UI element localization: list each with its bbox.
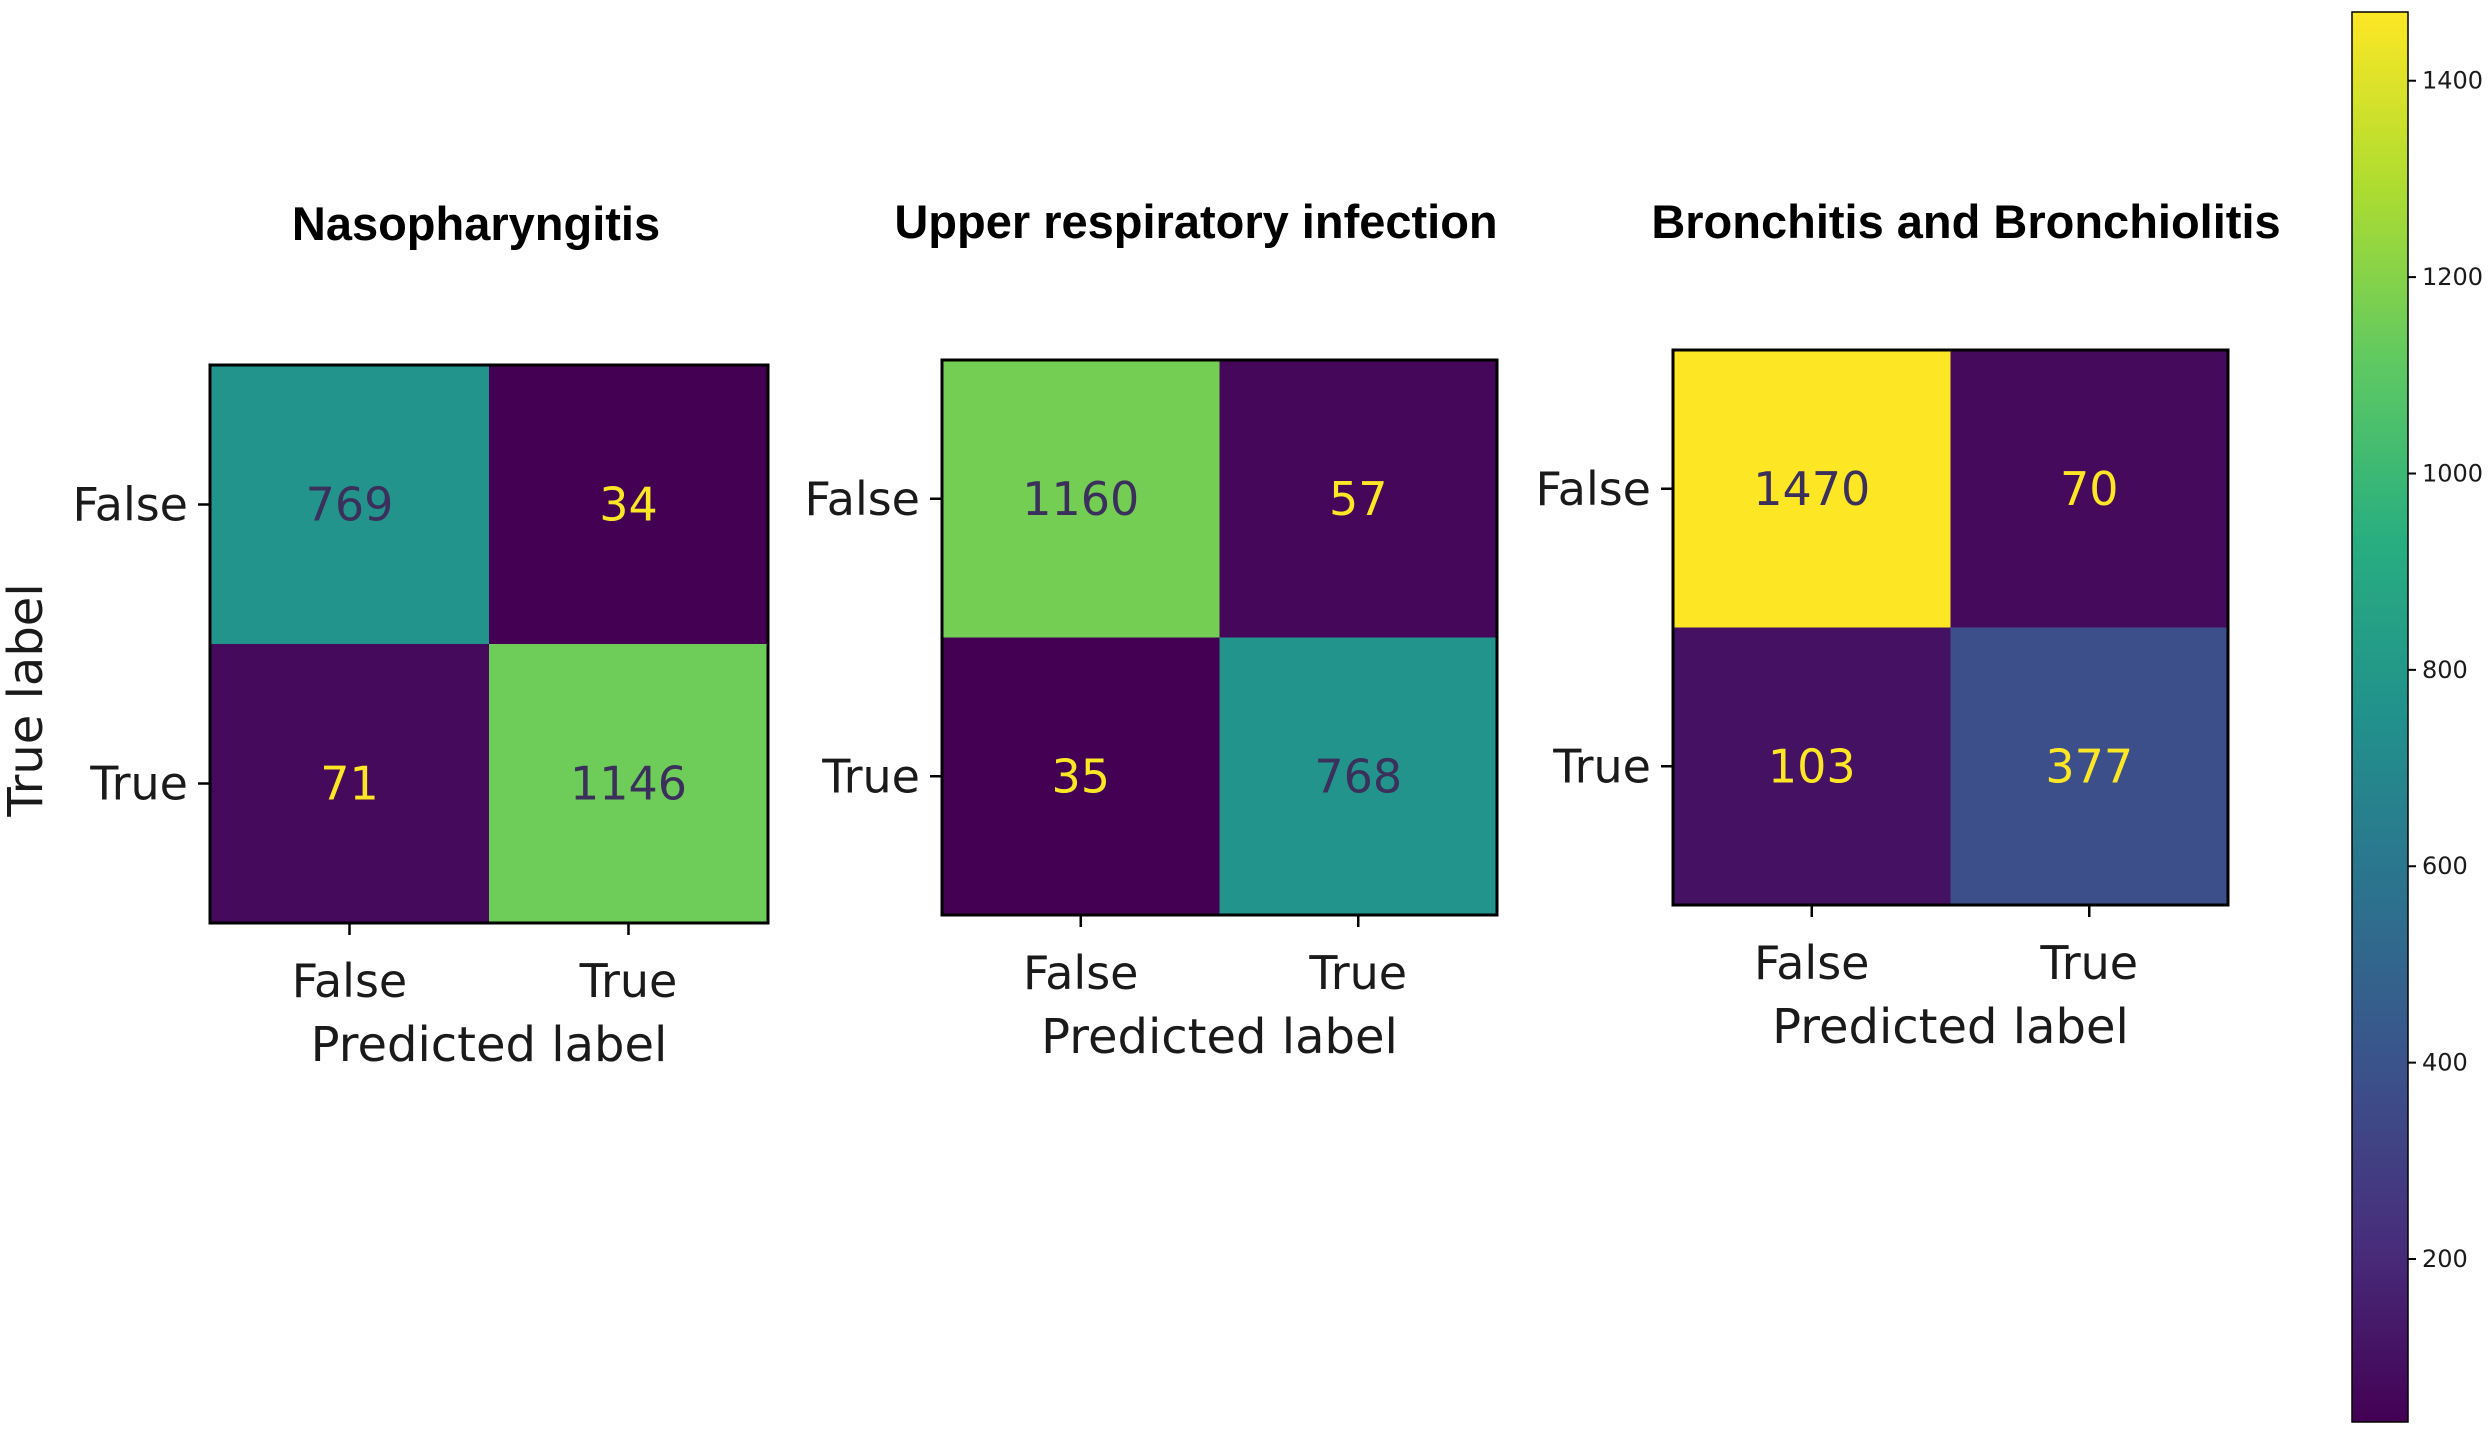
panel-title: Nasopharyngitis xyxy=(292,197,660,250)
x-tick-label: True xyxy=(2039,936,2138,990)
cell-value-label: 1470 xyxy=(1753,462,1870,516)
predicted-label-axis-title: Predicted label xyxy=(1772,999,2129,1055)
cell-value-label: 769 xyxy=(306,478,394,532)
matrix-cell xyxy=(489,365,768,644)
cell-value-label: 103 xyxy=(1768,739,1856,793)
y-tick-label: True xyxy=(89,757,188,811)
y-tick-label: False xyxy=(1536,462,1651,516)
colorbar-tick-label: 1400 xyxy=(2422,67,2483,95)
colorbar-tick-label: 800 xyxy=(2422,656,2468,684)
matrix-cell xyxy=(210,644,489,923)
matrix-cell xyxy=(942,360,1220,638)
cell-value-label: 377 xyxy=(2045,739,2133,793)
cell-value-label: 34 xyxy=(599,478,658,532)
panel-title: Bronchitis and Bronchiolitis xyxy=(1651,195,2280,248)
y-tick-label: True xyxy=(1552,739,1651,793)
x-tick-label: True xyxy=(579,954,678,1008)
cell-value-label: 70 xyxy=(2060,462,2119,516)
y-tick-label: False xyxy=(73,478,188,532)
confusion-matrix-3: Bronchitis and Bronchiolitis 1470 70 103 377… xyxy=(1536,195,2281,1055)
colorbar-tick-label: 1200 xyxy=(2422,263,2483,291)
matrix-cell xyxy=(1219,637,1497,915)
true-label-axis-title: True label xyxy=(0,583,54,817)
cell-value-label: 71 xyxy=(320,757,379,811)
colorbar-tick-label: 200 xyxy=(2422,1245,2468,1273)
predicted-label-axis-title: Predicted label xyxy=(1041,1009,1398,1065)
matrix-frame xyxy=(1671,348,2230,907)
matrix-cell xyxy=(1673,627,1951,905)
cell-value-label: 768 xyxy=(1314,749,1402,803)
colorbar-tick-label: 400 xyxy=(2422,1049,2468,1077)
matrix-cell xyxy=(1219,360,1497,638)
colorbar: 200 400 600 800 1000 1200 1400 xyxy=(2351,11,2483,1423)
matrix-frame xyxy=(208,363,770,925)
matrix-cell xyxy=(489,644,768,923)
matrix-cell xyxy=(210,365,489,644)
colorbar-tick-label: 600 xyxy=(2422,852,2468,880)
matrix-cell xyxy=(1950,627,2228,905)
panel-title: Upper respiratory infection xyxy=(894,195,1497,248)
x-tick-label: False xyxy=(1023,946,1138,1000)
matrix-frame xyxy=(940,358,1499,917)
matrix-cell xyxy=(1950,350,2228,628)
x-tick-label: False xyxy=(1754,936,1869,990)
x-tick-label: True xyxy=(1308,946,1407,1000)
matrix-cell xyxy=(942,637,1220,915)
colorbar-gradient xyxy=(2351,11,2409,1423)
confusion-matrix-1: Nasopharyngitis 769 34 71 1146 False True False… xyxy=(73,197,770,1073)
confusion-matrix-panels: Nasopharyngitis 769 34 71 1146 False True False… xyxy=(73,195,2281,1073)
x-tick-label: False xyxy=(292,954,407,1008)
cell-value-label: 57 xyxy=(1329,472,1388,526)
cell-value-label: 35 xyxy=(1051,749,1110,803)
colorbar-tick-label: 1000 xyxy=(2422,459,2483,487)
colorbar-ticks: 200 400 600 800 1000 1200 1400 xyxy=(2408,67,2483,1273)
matrix-cell xyxy=(1673,350,1951,628)
y-tick-label: True xyxy=(821,749,920,803)
cell-value-label: 1146 xyxy=(570,757,687,811)
y-tick-label: False xyxy=(805,472,920,526)
confusion-matrix-2: Upper respiratory infection 1160 57 35 768 Fa… xyxy=(805,195,1499,1065)
predicted-label-axis-title: Predicted label xyxy=(311,1017,668,1073)
cell-value-label: 1160 xyxy=(1022,472,1139,526)
